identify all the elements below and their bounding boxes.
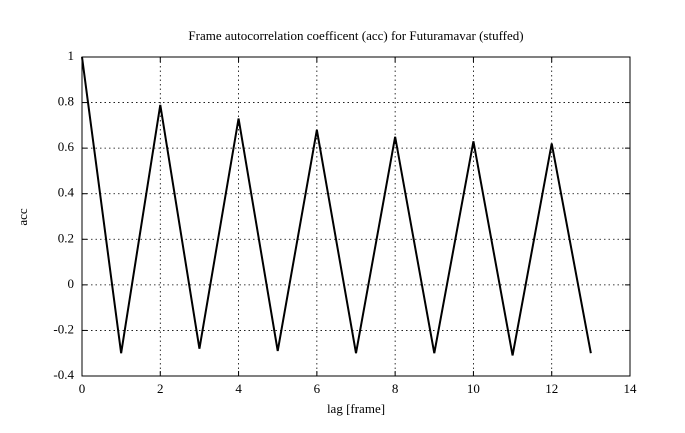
y-tick-label: 0 bbox=[68, 276, 75, 291]
x-tick-label: 2 bbox=[157, 381, 164, 396]
y-tick-label: 0.4 bbox=[58, 185, 75, 200]
plot-frame bbox=[81, 56, 631, 377]
x-axis-label: lag [frame] bbox=[327, 401, 385, 416]
x-tick-label: 12 bbox=[545, 381, 558, 396]
chart-title: Frame autocorrelation coefficent (acc) f… bbox=[188, 28, 523, 43]
y-tick-label: 0.6 bbox=[58, 139, 75, 154]
x-tick-label: 0 bbox=[79, 381, 86, 396]
x-tick-label: 14 bbox=[624, 381, 638, 396]
y-tick-label: 0.2 bbox=[58, 230, 74, 245]
y-tick-label: 0.8 bbox=[58, 94, 74, 109]
x-tick-label: 8 bbox=[392, 381, 399, 396]
x-tick-label: 4 bbox=[235, 381, 242, 396]
y-axis-label: acc bbox=[15, 208, 30, 226]
x-tick-label: 10 bbox=[467, 381, 480, 396]
y-tick-label: -0.4 bbox=[53, 367, 74, 382]
x-tick-label: 6 bbox=[314, 381, 321, 396]
y-tick-label: 1 bbox=[68, 48, 75, 63]
y-tick-label: -0.2 bbox=[53, 321, 74, 336]
data-line bbox=[81, 56, 592, 356]
